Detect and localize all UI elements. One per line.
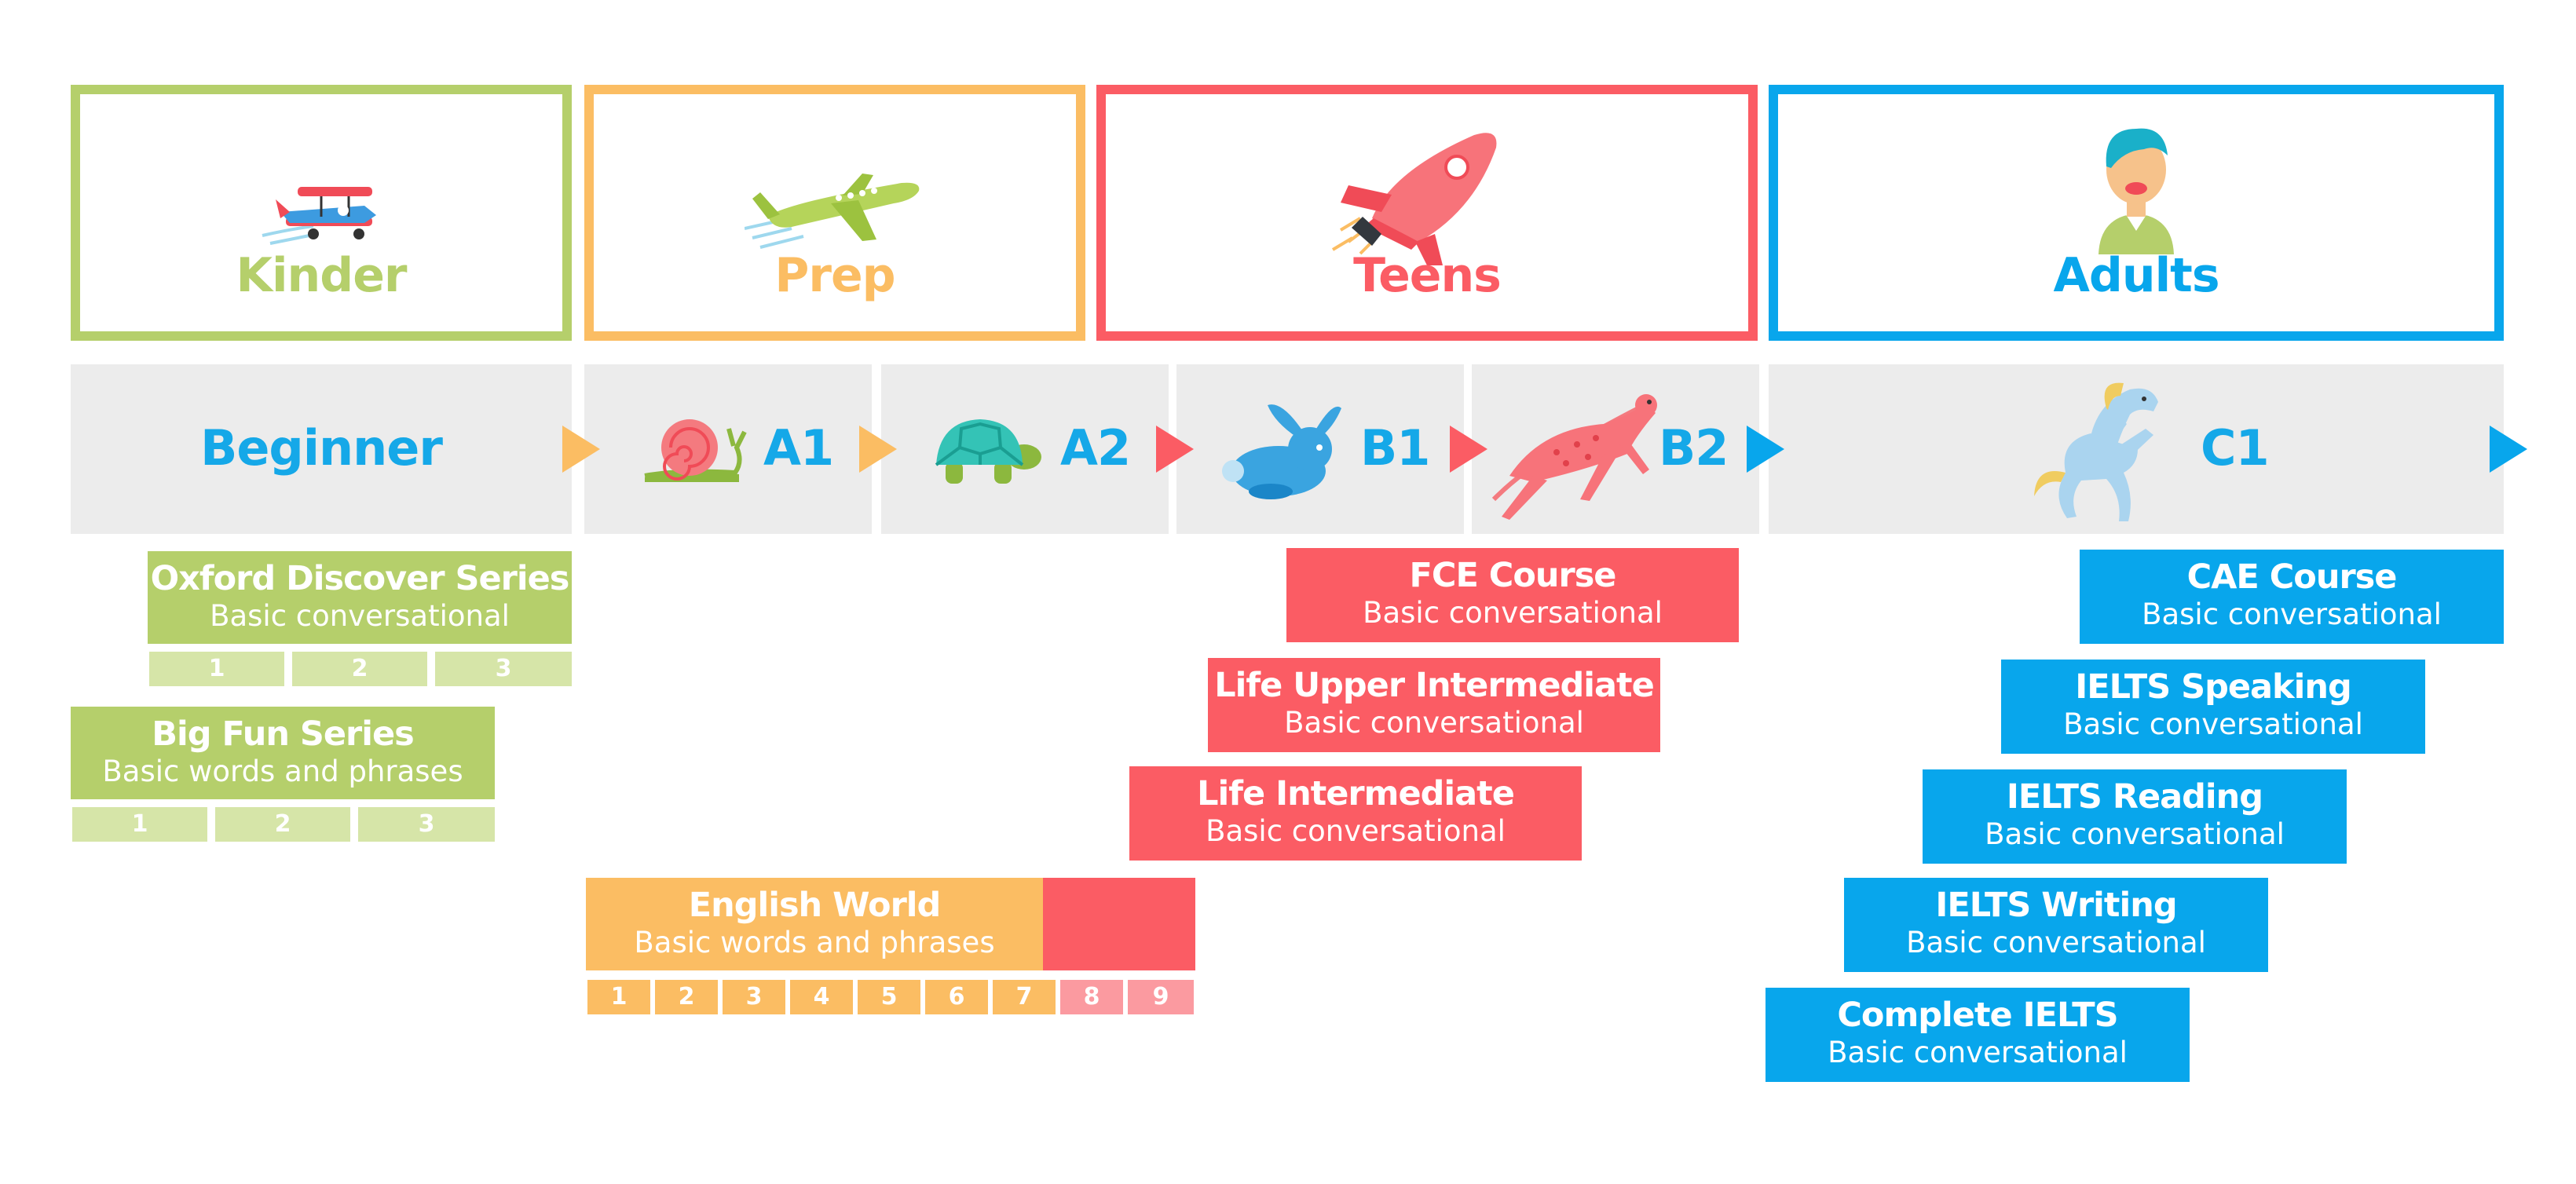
category-prep: Prep [584,85,1085,341]
course-subtitle: Basic conversational [1363,596,1663,630]
step-box: 3 [435,652,572,686]
airplane-icon [745,174,920,249]
level-beginner: Beginner [71,364,572,534]
arrow-icon [1450,426,1487,473]
arrow-icon [2490,426,2527,473]
level-label: A2 [1060,419,1131,477]
step-box: 2 [292,652,427,686]
level-b1: B1 [1176,364,1464,534]
level-label: B1 [1360,419,1430,477]
course-english-world: English World Basic words and phrases [586,878,1195,970]
category-adults: Adults [1769,85,2504,341]
course-big-fun: Big Fun Series Basic words and phrases [71,707,495,799]
course-title: Complete IELTS [1837,996,2118,1035]
category-label: Prep [774,248,895,303]
arrow-icon [1747,426,1784,473]
step-box: 5 [858,980,920,1014]
rabbit-icon [1222,404,1341,499]
biplane-icon [262,187,376,245]
adult-person-icon [2098,128,2174,254]
step-box: 1 [587,980,650,1014]
course-life-upper-intermediate: Life Upper Intermediate Basic conversati… [1208,658,1660,752]
course-ielts-speaking: IELTS Speaking Basic conversational [2001,660,2425,754]
level-label: Beginner [200,419,443,477]
step-box: 4 [790,980,853,1014]
level-c1: C1 [1769,364,2504,534]
category-label: Kinder [236,248,407,303]
arrow-icon [1156,426,1194,473]
step-box: 7 [993,980,1056,1014]
course-oxford-discover: Oxford Discover Series Basic conversatio… [148,551,572,644]
course-fce: FCE Course Basic conversational [1286,548,1739,642]
course-ielts-reading: IELTS Reading Basic conversational [1923,769,2347,864]
course-title: Oxford Discover Series [150,559,570,598]
category-teens: Teens [1096,85,1758,341]
course-subtitle: Basic conversational [2142,597,2442,631]
cheetah-icon [1491,394,1657,520]
course-title: Life Intermediate [1197,774,1515,813]
course-subtitle: Basic conversational [210,599,510,633]
level-b2: B2 [1472,364,1759,534]
step-box: 8 [1060,980,1123,1014]
course-title: English World [688,886,942,925]
course-complete-ielts: Complete IELTS Basic conversational [1766,988,2190,1082]
course-title: CAE Course [2186,557,2398,597]
step-box: 9 [1128,980,1194,1014]
category-label: Adults [2053,248,2219,303]
step-box: 6 [925,980,988,1014]
course-subtitle: Basic conversational [1284,706,1584,740]
step-box: 3 [358,807,495,842]
level-label: B2 [1659,419,1729,477]
step-box: 1 [72,807,207,842]
level-label: A1 [763,419,834,477]
course-title: IELTS Writing [1935,886,2177,925]
arrow-icon [562,426,600,473]
arrow-icon [859,426,897,473]
turtle-icon [935,419,1041,484]
course-subtitle: Basic conversational [2063,707,2363,741]
course-ielts-writing: IELTS Writing Basic conversational [1844,878,2268,972]
category-kinder: Kinder [71,85,572,341]
course-title: IELTS Speaking [2075,667,2352,707]
course-title: FCE Course [1409,556,1617,595]
course-title: IELTS Reading [2006,777,2263,817]
step-box: 3 [723,980,785,1014]
course-life-intermediate: Life Intermediate Basic conversational [1129,766,1582,861]
rocket-icon [1331,133,1497,265]
course-title: Life Upper Intermediate [1214,666,1655,705]
step-box: 2 [655,980,718,1014]
step-box: 2 [215,807,350,842]
course-subtitle: Basic words and phrases [102,755,463,788]
course-subtitle: Basic conversational [1828,1036,2128,1069]
horse-icon [2034,382,2158,521]
course-title: Big Fun Series [152,714,415,754]
course-subtitle: Basic conversational [1206,814,1506,848]
step-box: 1 [149,652,284,686]
course-subtitle: Basic conversational [1906,926,2206,959]
level-a2: A2 [881,364,1169,534]
snail-icon [644,419,747,482]
category-label: Teens [1353,248,1502,303]
level-a1: A1 [584,364,872,534]
course-subtitle: Basic conversational [1985,817,2285,851]
level-label: C1 [2201,419,2270,477]
course-cae: CAE Course Basic conversational [2080,550,2504,644]
course-subtitle: Basic words and phrases [634,926,995,959]
